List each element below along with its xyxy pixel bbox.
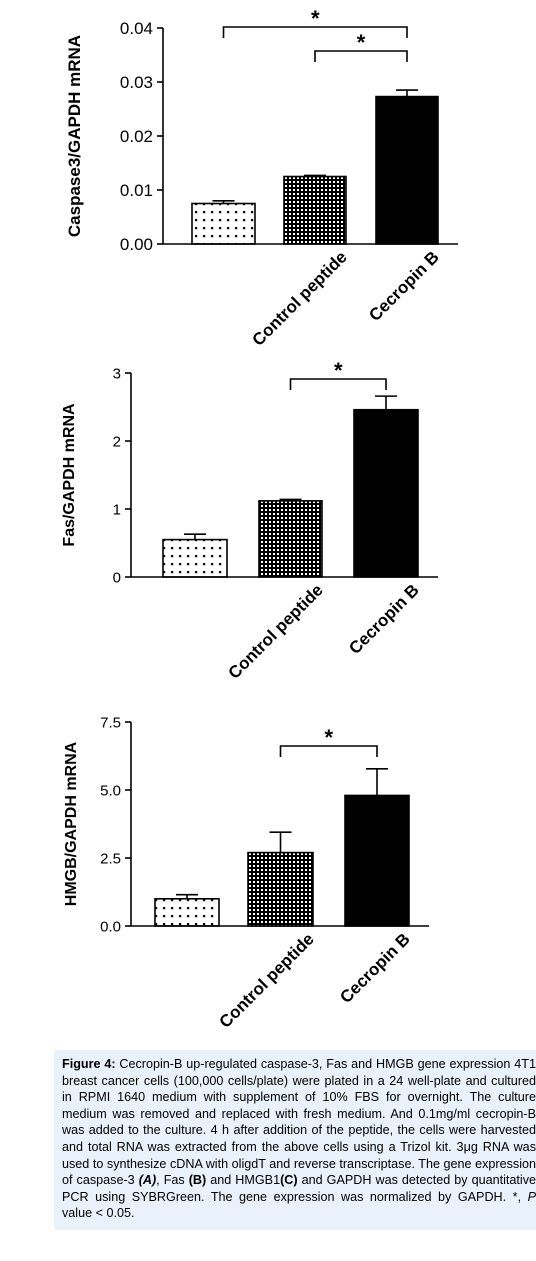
- y-tick-label: 3: [113, 365, 121, 382]
- bar: [375, 95, 439, 245]
- significance-bracket: [314, 50, 408, 62]
- y-tick-label: 5.0: [100, 782, 121, 799]
- caption-text-5: value < 0.05.: [62, 1206, 135, 1221]
- caption-text-3: and HMGB1: [206, 1173, 281, 1188]
- bar: [353, 408, 419, 578]
- figure-caption: Figure 4: Cecropin-B up-regulated caspas…: [54, 1050, 536, 1230]
- significance-star: *: [324, 725, 333, 750]
- y-tick-label: 2.5: [100, 850, 121, 867]
- x-category-label: Control peptide: [249, 247, 351, 349]
- y-tick-label: 2: [113, 433, 121, 450]
- bar: [247, 851, 314, 927]
- y-axis-label: HMGB/GAPDH mRNA: [63, 741, 80, 906]
- caption-p-symbol: P: [527, 1189, 536, 1204]
- bar: [154, 897, 220, 927]
- y-tick-label: 0.01: [120, 181, 153, 200]
- caption-ref-c: (C): [280, 1173, 298, 1188]
- caption-text-1: Cecropin-B up-regulated caspase-3, Fas a…: [62, 1057, 536, 1188]
- y-tick-label: 0.03: [120, 73, 153, 92]
- bar: [344, 794, 410, 927]
- y-tick-label: 0: [113, 569, 121, 586]
- y-tick-label: 1: [113, 501, 121, 518]
- significance-star: *: [311, 6, 320, 31]
- y-tick-label: 0.00: [120, 235, 153, 254]
- significance-star: *: [357, 30, 366, 55]
- y-tick-label: 7.5: [100, 714, 121, 731]
- bar: [258, 500, 323, 578]
- chart-panel-b: 0 1 2 3 Fas/GAPDH mRNA Control peptide Cecropi…: [61, 358, 438, 683]
- bar: [162, 538, 228, 578]
- x-category-label: Control peptide: [225, 580, 327, 682]
- x-category-label: Cecropin B: [345, 580, 423, 658]
- x-category-label: Cecropin B: [336, 929, 414, 1007]
- caption-text-4: and GAPDH was detected by quantitative P…: [62, 1173, 536, 1204]
- y-tick-label: 0.04: [120, 19, 153, 38]
- bar: [283, 175, 347, 245]
- caption-ref-b: (B): [188, 1173, 207, 1188]
- x-category-label: Cecropin B: [365, 247, 443, 325]
- y-axis-label: Fas/GAPDH mRNA: [61, 403, 78, 547]
- caption-ref-a: (A): [138, 1173, 157, 1188]
- significance-star: *: [334, 358, 343, 383]
- chart-panel-c: 0.0 2.5 5.0 7.5 HMGB/GAPDH mRNA Control pepti…: [63, 714, 429, 1032]
- x-category-label: Control peptide: [216, 929, 318, 1031]
- significance-bracket: [279, 745, 378, 757]
- significance-bracket: [289, 378, 387, 390]
- y-tick-label: 0.02: [120, 127, 153, 146]
- caption-text-2: , Fas: [156, 1173, 189, 1188]
- caption-label: Figure 4:: [62, 1057, 116, 1071]
- significance-bracket: [222, 26, 408, 38]
- bar: [191, 202, 256, 245]
- y-axis-label: Caspase3/GAPDH mRNA: [65, 35, 84, 237]
- chart-panel-a: 0.00 0.01 0.02 0.03 0.04 Caspase3/GAPDH mRNA C…: [65, 6, 458, 350]
- y-tick-label: 0.0: [100, 918, 121, 935]
